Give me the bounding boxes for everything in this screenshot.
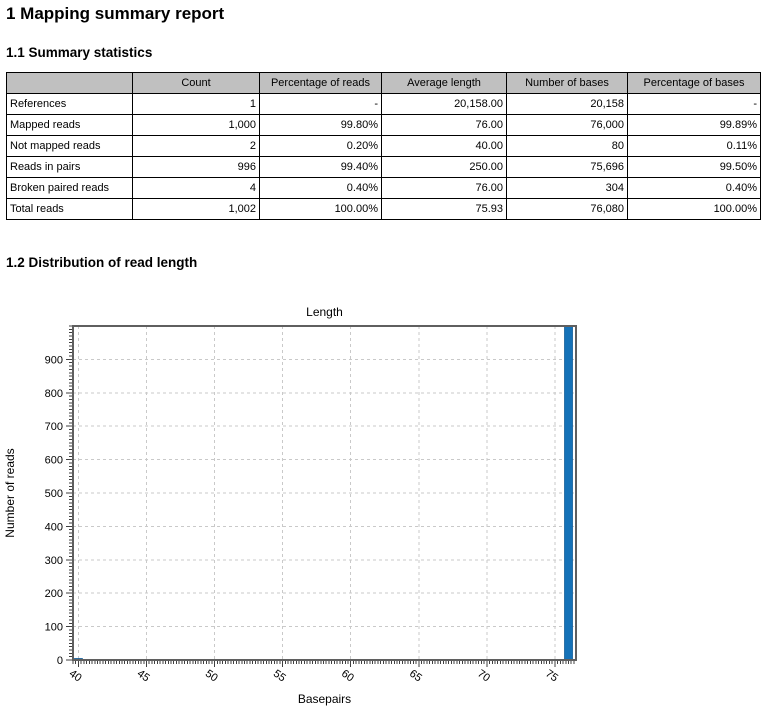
plot-frame: [72, 325, 577, 661]
svg-text:600: 600: [45, 455, 63, 467]
row-label: Reads in pairs: [6, 156, 133, 178]
table-cell: 80: [506, 135, 628, 157]
table-cell: 99.50%: [627, 156, 761, 178]
svg-text:55: 55: [271, 668, 288, 685]
table-cell: 99.40%: [259, 156, 382, 178]
svg-text:300: 300: [45, 555, 63, 567]
svg-text:65: 65: [407, 668, 424, 685]
report-title: 1 Mapping summary report: [6, 4, 225, 23]
table-cell: 99.89%: [627, 114, 761, 136]
table-cell: 0.20%: [259, 135, 382, 157]
table-row: Reads in pairs 996 99.40% 250.00 75,696 99.50…: [6, 156, 761, 178]
table-cell: 76.00: [381, 114, 507, 136]
column-header: Number of bases: [506, 72, 628, 94]
axis-ticks: [66, 325, 575, 667]
table-cell: 4: [132, 177, 260, 199]
row-label: Broken paired reads: [6, 177, 133, 199]
column-header: Average length: [381, 72, 507, 94]
svg-text:60: 60: [339, 668, 356, 685]
table-cell: 75.93: [381, 198, 507, 220]
table-header-row: Count Percentage of reads Average length Nu…: [6, 72, 761, 94]
table-body: References 1-20,158.00 20,158- Mapped reads…: [6, 93, 761, 220]
svg-text:0: 0: [57, 655, 63, 667]
table-cell: 100.00%: [627, 198, 761, 220]
column-header: Percentage of bases: [627, 72, 761, 94]
table-row: References 1-20,158.00 20,158-: [6, 93, 761, 115]
table-cell: 1,000: [132, 114, 260, 136]
table-cell: 76,080: [506, 198, 628, 220]
table-cell: 76,000: [506, 114, 628, 136]
table-row: Total reads 1,002 100.00% 75.93 76,080 100.00…: [6, 198, 761, 220]
summary-statistics-table: Count Percentage of reads Average length Nu…: [6, 72, 761, 220]
row-label: Mapped reads: [6, 114, 133, 136]
column-header: Percentage of reads: [259, 72, 382, 94]
table-cell: 20,158.00: [381, 93, 507, 115]
svg-text:70: 70: [475, 668, 492, 685]
table-row: Mapped reads 1,000 99.80% 76.00 76,000 99.89%: [6, 114, 761, 136]
table-cell: 100.00%: [259, 198, 382, 220]
section-heading-summary-statistics: 1.1 Summary statistics: [6, 45, 153, 60]
column-header: [6, 72, 133, 94]
svg-text:40: 40: [67, 668, 84, 685]
gridlines: [73, 326, 576, 660]
section-heading-read-length-distribution: 1.2 Distribution of read length: [6, 255, 198, 270]
length-distribution-chart: 0 100 200 300 400 500 600 700 800 900 40 45 50 55 60 65…: [3, 305, 577, 706]
chart-title: Length: [306, 305, 343, 319]
table-cell: 99.80%: [259, 114, 382, 136]
table-cell: -: [259, 93, 382, 115]
y-tick-labels: 0 100 200 300 400 500 600 700 800 900: [45, 354, 63, 667]
svg-text:45: 45: [135, 668, 152, 685]
table-cell: -: [627, 93, 761, 115]
x-axis-label: Basepairs: [298, 692, 351, 706]
svg-text:50: 50: [203, 668, 220, 685]
table-cell: 0.40%: [259, 177, 382, 199]
svg-text:100: 100: [45, 622, 63, 634]
row-label: Total reads: [6, 198, 133, 220]
bar-length-76: [564, 325, 573, 661]
svg-text:75: 75: [543, 668, 560, 685]
row-label: Not mapped reads: [6, 135, 133, 157]
table-cell: 996: [132, 156, 260, 178]
x-tick-labels: 40 45 50 55 60 65 70 75: [67, 668, 560, 685]
table-row: Not mapped reads 2 0.20% 40.00 80 0.11%: [6, 135, 761, 157]
svg-text:200: 200: [45, 588, 63, 600]
svg-text:700: 700: [45, 421, 63, 433]
svg-text:400: 400: [45, 521, 63, 533]
table-cell: 1: [132, 93, 260, 115]
table-cell: 40.00: [381, 135, 507, 157]
table-cell: 2: [132, 135, 260, 157]
y-axis-label: Number of reads: [3, 448, 17, 537]
table-row: Broken paired reads 4 0.40% 76.00 304 0.40%: [6, 177, 761, 199]
bars: [74, 325, 573, 661]
svg-text:900: 900: [45, 354, 63, 366]
table-cell: 304: [506, 177, 628, 199]
table-cell: 0.40%: [627, 177, 761, 199]
svg-text:500: 500: [45, 488, 63, 500]
table-cell: 1,002: [132, 198, 260, 220]
table-cell: 0.11%: [627, 135, 761, 157]
table-cell: 76.00: [381, 177, 507, 199]
row-label: References: [6, 93, 133, 115]
table-cell: 250.00: [381, 156, 507, 178]
svg-text:800: 800: [45, 388, 63, 400]
table-cell: 75,696: [506, 156, 628, 178]
column-header: Count: [132, 72, 260, 94]
table-cell: 20,158: [506, 93, 628, 115]
